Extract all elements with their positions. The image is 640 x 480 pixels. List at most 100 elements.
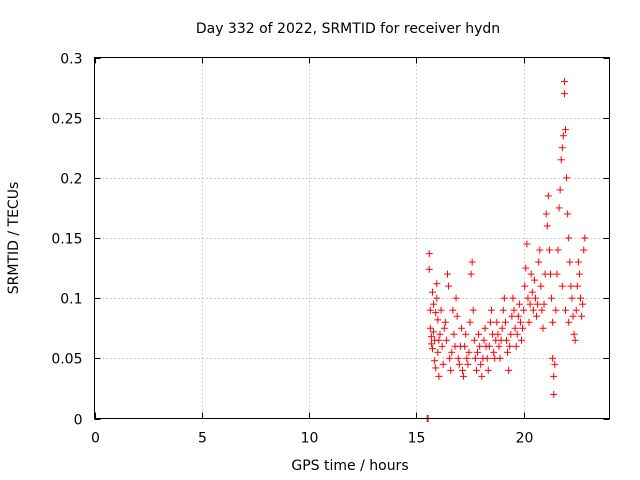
data-point [425, 250, 433, 258]
data-point [538, 306, 546, 314]
data-point [445, 282, 453, 290]
data-point [546, 270, 554, 278]
data-point [439, 360, 447, 368]
data-point [452, 294, 460, 302]
data-point [507, 330, 515, 338]
plot-frame [94, 57, 610, 419]
data-point [533, 312, 541, 320]
data-point [500, 294, 508, 302]
data-point [529, 306, 537, 314]
data-point [432, 364, 440, 372]
data-point [539, 324, 547, 332]
data-point [527, 270, 535, 278]
data-point [518, 336, 526, 344]
data-point [430, 328, 438, 336]
data-point [565, 234, 573, 242]
data-point [542, 210, 550, 218]
data-point [534, 300, 542, 308]
data-point [487, 306, 495, 314]
data-point [431, 357, 439, 365]
data-points [423, 78, 589, 422]
data-point [516, 318, 524, 326]
x-tick-label: 20 [516, 431, 534, 447]
data-point [446, 354, 454, 362]
data-point [514, 312, 522, 320]
data-point [486, 318, 494, 326]
data-point [575, 270, 583, 278]
y-tick-label: 0.15 [51, 232, 82, 248]
data-point [435, 372, 443, 380]
grid [94, 57, 610, 419]
data-point [508, 312, 516, 320]
data-point [470, 336, 478, 344]
data-point [461, 342, 469, 350]
data-point [480, 336, 488, 344]
data-point [433, 280, 441, 288]
x-tick-label: 5 [198, 431, 207, 447]
x-tick-label: 10 [301, 431, 319, 447]
data-point [457, 324, 465, 332]
data-point [567, 282, 575, 290]
data-point [447, 366, 455, 374]
data-point [549, 318, 557, 326]
data-point [565, 318, 573, 326]
data-point [426, 306, 434, 314]
data-point [493, 318, 501, 326]
data-point [557, 156, 565, 164]
data-point [499, 306, 507, 314]
data-point [552, 306, 560, 314]
data-point [435, 336, 443, 344]
data-point [515, 300, 523, 308]
y-tick-label: 0.25 [51, 112, 82, 128]
data-point [510, 306, 518, 314]
data-point [505, 366, 513, 374]
data-point [545, 246, 553, 254]
data-point [459, 366, 467, 374]
data-point [568, 294, 576, 302]
data-point [550, 390, 558, 398]
data-point [572, 306, 580, 314]
data-point [466, 318, 474, 326]
data-point [560, 78, 568, 86]
data-point [577, 294, 585, 302]
data-point [581, 234, 589, 242]
data-point [485, 342, 493, 350]
data-point [564, 210, 572, 218]
y-tick-label: 0.3 [60, 52, 82, 68]
x-tick-label: 15 [408, 431, 426, 447]
data-point [573, 282, 581, 290]
data-point [495, 342, 503, 350]
data-point [550, 372, 558, 380]
data-point [535, 258, 543, 266]
data-point [425, 265, 433, 273]
data-point [427, 333, 435, 341]
data-point [524, 294, 532, 302]
data-point [434, 316, 442, 324]
data-point [530, 276, 538, 284]
data-point [441, 318, 449, 326]
data-point [481, 324, 489, 332]
data-point [543, 222, 551, 230]
data-point [475, 330, 483, 338]
data-point [509, 294, 517, 302]
data-point [548, 294, 556, 302]
data-point [474, 348, 482, 356]
data-point [536, 246, 544, 254]
data-point [521, 282, 529, 290]
data-point [559, 132, 567, 140]
data-point [556, 186, 564, 194]
data-point [566, 258, 574, 266]
data-point [574, 258, 582, 266]
data-point [553, 270, 561, 278]
data-point [460, 372, 468, 380]
data-point [437, 306, 445, 314]
data-point [494, 330, 502, 338]
data-point [496, 354, 504, 362]
data-point [454, 354, 462, 362]
data-point [549, 354, 557, 362]
data-point [558, 282, 566, 290]
data-point [537, 282, 545, 290]
data-point [554, 246, 562, 254]
data-point [551, 360, 559, 368]
